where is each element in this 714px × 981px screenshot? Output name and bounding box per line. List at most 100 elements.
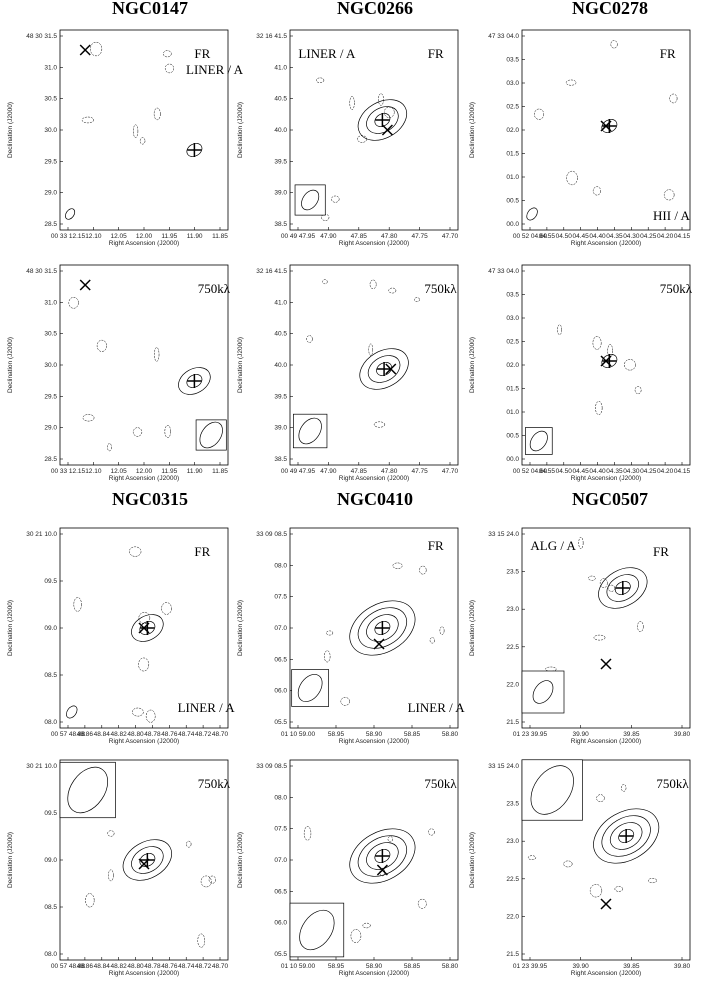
x-tick-label: 39.90 [573,731,590,738]
noise-contour [607,584,616,592]
x-axis-label: Right Ascension (J2000) [109,475,179,482]
beam-box [293,413,328,449]
y-tick-label: 06.0 [274,920,287,927]
y-tick-label: 08.5 [44,672,57,679]
cross-marker [600,355,612,367]
y-tick-label: 03.5 [506,292,519,299]
x-tick-label: 48.76 [161,731,178,738]
x-tick-label: 58.80 [442,731,459,738]
x-tick-label: 12.05 [111,233,128,240]
panel-title: NGC0315 [112,489,188,509]
y-tick-label: 40.5 [274,96,287,103]
x-tick-label: 04.40 [589,468,606,475]
y-tick-label: 07.0 [274,857,287,864]
noise-contour [557,324,562,335]
panel: 32 16 41.5 41.0 40.5 40.0 39.5 39.0 38.5 00 49 … [237,29,459,247]
panel-title: NGC0278 [572,0,648,18]
annotation: FR [428,538,444,553]
cross-marker [138,622,150,634]
noise-contour [161,602,172,615]
contour [139,853,156,867]
x-tick-label: 58.90 [366,963,383,970]
panel: 47 33 04.0 03.5 03.0 02.5 02.0 01.5 01.0 00.5 00… [469,264,693,482]
beam [297,673,323,703]
noise-contour [578,536,584,549]
contour [178,367,211,395]
noise-contour [129,546,142,557]
noise-contour [610,40,618,49]
x-tick-label: 12.05 [111,468,128,475]
y-tick-label: 31.0 [44,64,57,71]
y-tick-label: 00.0 [506,221,519,228]
plus-marker [375,113,390,127]
x-tick-label: 48.70 [212,963,229,970]
contour [349,828,416,884]
y-tick-label: 30 21 10.0 [26,531,57,538]
noise-contour [326,630,334,636]
x-tick-label: 00 49 47.95 [281,233,316,240]
contour [376,362,392,376]
x-tick-label: 39.85 [623,731,640,738]
x-tick-label: 48.82 [111,963,128,970]
beam-box [294,184,326,216]
y-axis-label: Declination (J2000) [469,337,476,393]
contour [122,839,172,881]
cross-marker [600,120,612,132]
x-tick-label: 47.80 [381,233,398,240]
y-tick-label: 02.0 [506,127,519,134]
noise-contour [428,828,435,836]
y-tick-label: 07.5 [274,594,287,601]
x-tick-label: 47.70 [442,468,459,475]
panel-title: NGC0266 [337,0,413,18]
x-tick-label: 58.90 [366,731,383,738]
y-tick-label: 22.0 [506,681,519,688]
contour [357,99,407,141]
y-tick-label: 47 33 04.0 [488,33,519,40]
y-tick-label: 31.0 [44,299,57,306]
x-tick-label: 11.90 [187,468,203,475]
panel-title: NGC0410 [337,489,413,509]
x-tick-label: 00 52 04.60 [513,468,548,475]
noise-contour [563,860,573,868]
noise-contour [324,650,331,663]
plot-frame [521,759,691,961]
annotation: LINER / A [186,62,244,77]
y-tick-label: 01.0 [506,409,519,416]
cross-marker [381,124,393,136]
x-tick-label: 39.85 [623,963,640,970]
beam [532,680,554,704]
noise-contour [599,578,608,588]
plus-marker [140,621,155,635]
noise-contour [164,425,171,438]
noise-contour [357,135,367,143]
y-tick-label: 32 16 41.5 [256,33,287,40]
noise-contour [153,107,161,121]
plus-marker [187,143,202,157]
y-tick-label: 03.0 [506,80,519,87]
y-axis-label: Declination (J2000) [7,337,14,393]
y-tick-label: 00.5 [506,198,519,205]
noise-contour [565,79,577,86]
panel: 32 16 41.5 41.0 40.5 40.0 39.5 39.0 38.5 00 49 … [237,264,459,482]
cross-marker [79,44,91,56]
x-tick-label: 11.95 [161,468,177,475]
y-tick-label: 30.5 [44,96,57,103]
beam-box [289,902,345,958]
noise-contour [663,189,675,201]
y-tick-label: 29.5 [44,158,57,165]
y-tick-label: 03.0 [506,315,519,322]
panel: 33 09 08.5 08.0 07.5 07.0 06.5 06.0 05.5 01 10 … [237,527,465,745]
noise-contour [648,878,657,884]
x-tick-label: 39.80 [674,963,691,970]
noise-contour [383,106,395,118]
noise-contour [108,869,114,882]
plus-marker [375,849,390,863]
x-tick-label: 48.74 [178,963,195,970]
noise-contour [208,875,216,884]
noise-contour [107,830,115,837]
y-axis-label: Declination (J2000) [469,600,476,656]
noise-contour [73,597,82,612]
y-tick-label: 40.0 [274,362,287,369]
y-tick-label: 22.5 [506,876,519,883]
